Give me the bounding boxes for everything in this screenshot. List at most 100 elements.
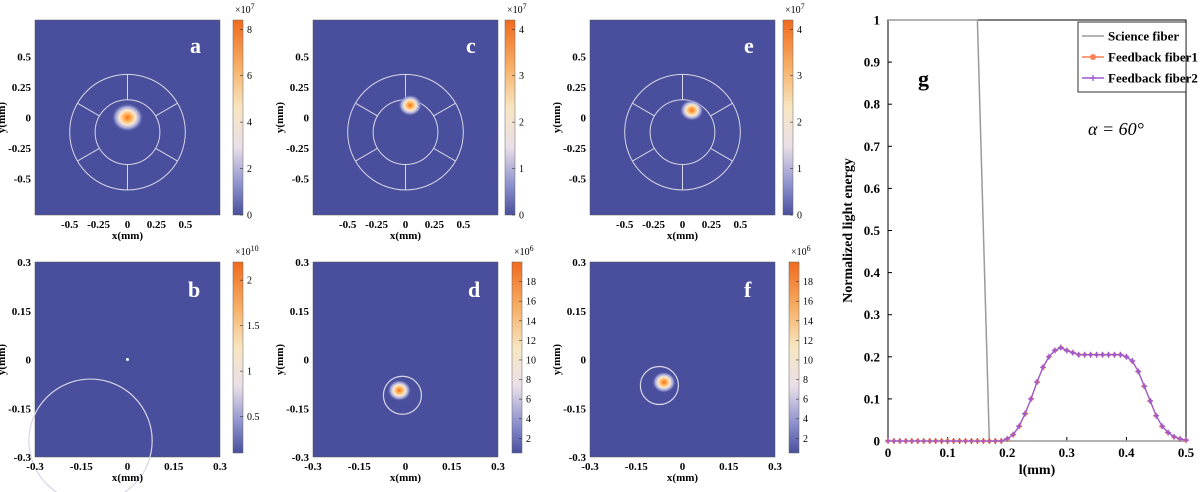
intensity-spot — [398, 94, 423, 117]
y-tick-label: 0.2 — [864, 349, 880, 364]
colorbar — [782, 19, 794, 216]
colorbar-tick-label: 6 — [526, 395, 531, 406]
x-tick-label: 0.15 — [719, 461, 739, 473]
colorbar-tick-label: 6 — [247, 71, 252, 82]
colorbar-tick-label: 4 — [526, 414, 531, 425]
x-tick-label: 0.1 — [939, 445, 955, 460]
y-tick-label: 0.5 — [17, 52, 31, 64]
x-tick-label: 0.25 — [425, 219, 445, 231]
ring-divider — [77, 147, 100, 162]
x-tick-label: -0.15 — [348, 461, 371, 473]
panel-a: a -0.5 -0.25 0 0.25 0.5 x(mm) 0.5 0.25 0 -0.25 -0.5… — [0, 2, 255, 242]
colorbar-exponent: ×106 — [791, 244, 811, 258]
y-tick-label: 0 — [581, 113, 587, 125]
feedback2-point — [902, 438, 909, 444]
ring-divider — [155, 147, 178, 162]
feedback2-point — [1004, 435, 1011, 442]
x-tick-label: -0.3 — [304, 461, 322, 473]
feedback2-point — [1075, 351, 1082, 358]
x-tick-label: 0.25 — [702, 219, 722, 231]
x-tick-label: -0.25 — [642, 219, 665, 231]
x-tick-label: -0.25 — [87, 219, 110, 231]
feedback2-point — [1171, 433, 1178, 440]
feedback2-point — [1034, 379, 1040, 386]
y-tick-label: -0.3 — [569, 452, 587, 464]
colorbar-tick-label: 8 — [526, 375, 531, 386]
panel-letter: f — [744, 277, 752, 302]
x-tick-label: 0.5 — [456, 219, 470, 231]
heatmap-field — [312, 261, 499, 458]
feedback2-point — [1069, 349, 1076, 356]
y-tick-label: 0.1 — [864, 391, 880, 406]
x-tick-label: 0.3 — [1059, 445, 1076, 460]
colorbar-tick-label: 4 — [519, 25, 524, 36]
colorbar-tick-label: 10 — [526, 355, 536, 366]
y-axis-label: Normalized light energy — [841, 158, 856, 303]
y-tick-label: 0.5 — [864, 223, 881, 238]
legend-label: Science fiber — [1108, 29, 1179, 44]
panel-e: e -0.5 -0.25 0 0.25 0.5 x(mm) 0.5 0.25 0 -0.25 -0.5… — [551, 2, 805, 242]
panel-b: b -0.3 -0.15 0 0.15 0.3 x(mm) 0.3 0.15 0 -0.15 -0.3… — [0, 244, 260, 492]
feedback2-point — [950, 438, 957, 444]
feedback2-point — [885, 438, 891, 444]
ring-divider — [710, 102, 733, 117]
feedback2-point — [1051, 347, 1058, 354]
panel-letter: b — [188, 277, 200, 302]
colorbar — [232, 261, 244, 454]
feedback2-point — [920, 438, 927, 444]
feedback2-point — [1063, 347, 1070, 354]
y-tick-label: -0.25 — [286, 143, 309, 155]
legend-label: Feedback fiber1 — [1108, 50, 1198, 65]
colorbar-tick-label: 2 — [526, 434, 531, 445]
y-tick-label: 0 — [26, 113, 32, 125]
feedback2-point — [914, 438, 921, 444]
colorbar-tick-label: 0 — [247, 211, 252, 222]
alpha-annotation: α = 60° — [1088, 119, 1144, 139]
colorbar-tick-label: 0 — [519, 211, 524, 222]
y-axis-label: y(mm) — [274, 344, 286, 375]
fiber-circle — [639, 365, 679, 406]
feedback2-point — [1159, 423, 1166, 430]
ring-divider — [77, 102, 100, 117]
x-axis-label: l(mm) — [1019, 463, 1056, 478]
colorbar — [511, 261, 523, 454]
feedback2-point — [1081, 351, 1088, 358]
y-tick-label: -0.25 — [563, 143, 586, 155]
x-tick-label: 0 — [403, 219, 409, 231]
x-axis-label: x(mm) — [667, 230, 698, 242]
series-line-0 — [888, 19, 1186, 442]
colorbar-tick-label: 1 — [797, 164, 802, 175]
colorbar-tick-label: 16 — [803, 297, 813, 308]
y-axis-label: y(mm) — [0, 102, 8, 133]
feedback2-point — [932, 438, 939, 444]
colorbar-tick-label: 3 — [519, 71, 524, 82]
y-tick-label: -0.5 — [292, 173, 310, 185]
ring-divider — [355, 147, 378, 162]
ring-divider — [433, 102, 456, 117]
colorbar-tick-label: 18 — [803, 277, 813, 288]
colorbar — [788, 261, 800, 454]
x-tick-label: 0 — [125, 461, 131, 473]
y-tick-label: 0 — [874, 434, 881, 449]
intensity-spot — [652, 371, 676, 394]
legend-marker — [1090, 54, 1096, 60]
x-axis-label: x(mm) — [112, 230, 143, 242]
y-tick-label: 0.8 — [864, 97, 881, 112]
colorbar-exponent: ×106 — [514, 244, 534, 258]
y-tick-label: 0 — [304, 113, 310, 125]
colorbar-tick-label: 0 — [797, 211, 802, 222]
y-tick-label: 0 — [304, 355, 310, 367]
feedback2-point — [908, 438, 915, 444]
colorbar-exponent: ×107 — [507, 2, 527, 16]
legend-label: Feedback fiber2 — [1108, 71, 1198, 86]
feedback2-point — [962, 438, 969, 444]
feedback2-point — [1111, 351, 1118, 358]
feedback2-point — [1135, 368, 1142, 375]
x-tick-label: 0.2 — [999, 445, 1015, 460]
colorbar-tick-label: 0.5 — [247, 412, 260, 423]
colorbar-exponent: ×1010 — [235, 244, 259, 258]
x-tick-label: -0.5 — [616, 219, 634, 231]
x-tick-label: 0 — [680, 219, 686, 231]
intensity-spot — [387, 379, 412, 402]
